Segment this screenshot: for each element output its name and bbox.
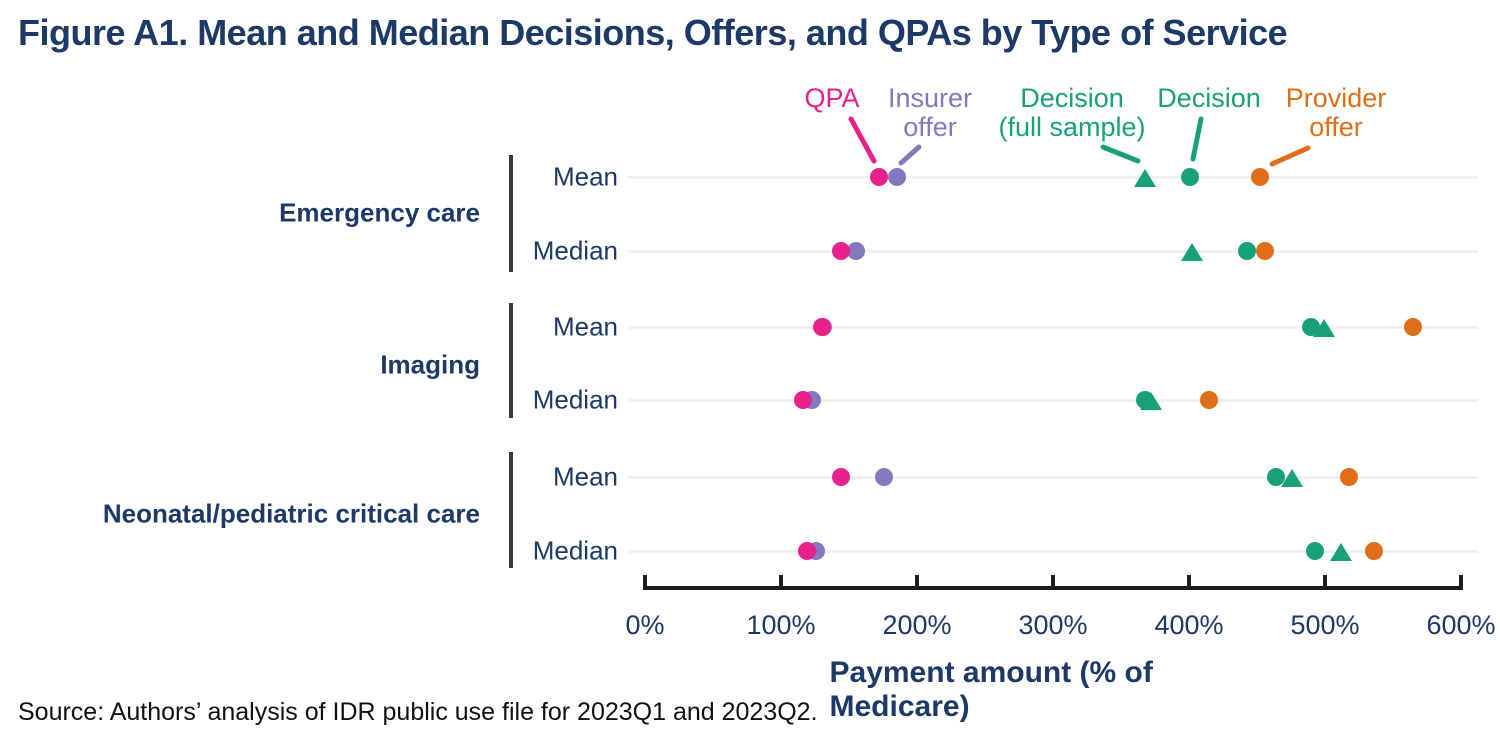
qpa-circle-marker [831, 242, 850, 260]
gridline [628, 550, 1478, 553]
qpa-circle-marker [797, 542, 816, 560]
x-axis-tick-label: 600% [1426, 610, 1496, 640]
x-axis-tick-label: 0% [625, 610, 665, 640]
legend-label-qpa: QPA [804, 83, 860, 113]
gridline [628, 399, 1478, 402]
x-axis-tick [1323, 575, 1327, 587]
decision_full_sample-triangle-marker [1330, 543, 1353, 561]
gridline [628, 476, 1478, 479]
x-axis-tick [1051, 575, 1055, 587]
decision-circle-marker [1267, 468, 1286, 486]
category-divider-bar [509, 452, 513, 568]
legend-label-decision: Decision [1157, 83, 1261, 113]
leader-line-qpa [848, 116, 877, 164]
x-axis-line [643, 586, 1463, 590]
category-label: Emergency care [279, 197, 480, 228]
insurer_offer-circle-marker [846, 242, 865, 260]
x-axis-tick-label: 500% [1290, 610, 1360, 640]
gridline [628, 250, 1478, 253]
row-label: Mean [552, 161, 618, 192]
provider_offer-circle-marker [1250, 168, 1269, 186]
figure-title: Figure A1. Mean and Median Decisions, Of… [18, 12, 1288, 53]
legend-label-decision_full_sample: Decision (full sample) [998, 83, 1146, 142]
x-axis-tick-label: 200% [882, 610, 952, 640]
x-axis-tick-label: 400% [1154, 610, 1224, 640]
qpa-circle-marker [793, 391, 812, 409]
gridline [628, 326, 1478, 329]
decision_full_sample-triangle-marker [1134, 169, 1157, 187]
decision_full_sample-triangle-marker [1180, 243, 1203, 261]
x-axis-tick-label: 300% [1018, 610, 1088, 640]
provider_offer-circle-marker [1200, 391, 1219, 409]
provider_offer-circle-marker [1340, 468, 1359, 486]
row-label: Mean [552, 461, 618, 492]
gridline [628, 176, 1478, 179]
decision-circle-marker [1238, 242, 1257, 260]
x-axis-tick [643, 575, 647, 587]
decision-circle-marker [1306, 542, 1325, 560]
leader-line-provider_offer [1269, 145, 1311, 167]
x-axis-tick-label: 100% [746, 610, 816, 640]
qpa-circle-marker [869, 168, 888, 186]
source-note: Source: Authors’ analysis of IDR public … [18, 698, 818, 726]
provider_offer-circle-marker [1256, 242, 1275, 260]
category-divider-bar [509, 303, 513, 418]
row-label: Median [532, 384, 618, 415]
insurer_offer-circle-marker [875, 468, 894, 486]
provider_offer-circle-marker [1364, 542, 1383, 560]
decision-circle-marker [1136, 391, 1155, 409]
x-axis-tick [1459, 575, 1463, 587]
leader-line-insurer_offer [898, 144, 922, 166]
row-label: Mean [552, 311, 618, 342]
decision_full_sample-triangle-marker [1281, 469, 1304, 487]
leader-line-decision_full_sample [1100, 144, 1141, 164]
category-label: Neonatal/pediatric critical care [102, 498, 480, 529]
qpa-circle-marker [831, 468, 850, 486]
category-label: Imaging [380, 349, 480, 380]
x-axis-tick [779, 575, 783, 587]
legend-label-insurer_offer: Insurer offer [887, 83, 973, 142]
leader-line-decision [1190, 116, 1204, 162]
x-axis-tick [915, 575, 919, 587]
insurer_offer-circle-marker [887, 168, 906, 186]
decision-circle-marker [1302, 318, 1321, 336]
category-divider-bar [509, 155, 513, 272]
row-label: Median [532, 535, 618, 566]
x-axis-tick [1187, 575, 1191, 587]
qpa-circle-marker [812, 318, 831, 336]
row-label: Median [532, 235, 618, 266]
provider_offer-circle-marker [1404, 318, 1423, 336]
legend-label-provider_offer: Provider offer [1285, 83, 1387, 142]
decision-circle-marker [1181, 168, 1200, 186]
x-axis-title: Payment amount (% of Medicare) [829, 656, 1153, 723]
